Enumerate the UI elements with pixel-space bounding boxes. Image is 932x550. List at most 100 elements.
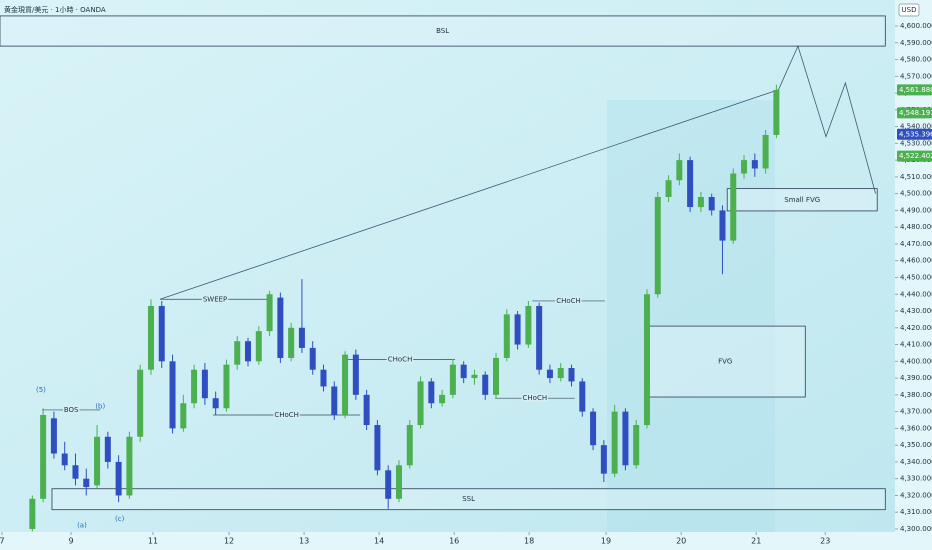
zone-label: FVG bbox=[718, 358, 732, 366]
trendline bbox=[159, 89, 779, 300]
level-label: CHoCH bbox=[274, 411, 299, 419]
candle-body bbox=[741, 160, 748, 174]
candle-body bbox=[234, 341, 241, 365]
candle-body bbox=[525, 305, 532, 345]
candle-body bbox=[514, 314, 521, 345]
candle-body bbox=[288, 327, 295, 358]
candle-body bbox=[50, 418, 57, 454]
candle-body bbox=[191, 369, 198, 404]
y-tick-label: 4,580.000 bbox=[900, 56, 932, 64]
candle-body bbox=[212, 398, 219, 409]
y-tick-label: 4,410.000 bbox=[900, 341, 932, 349]
wave-label: (b) bbox=[95, 403, 105, 411]
candle-body bbox=[342, 354, 349, 415]
y-tick-label: 4,360.000 bbox=[900, 424, 932, 432]
candle-body bbox=[536, 305, 543, 370]
candle-body bbox=[503, 314, 510, 358]
level-label: SWEEP bbox=[203, 295, 227, 303]
price-tag bbox=[897, 128, 932, 140]
candle-body bbox=[708, 197, 715, 211]
x-tick-label: 19 bbox=[601, 537, 611, 546]
currency: USD bbox=[902, 6, 917, 14]
x-tick-label: 12 bbox=[224, 537, 234, 546]
y-tick-label: 4,310.000 bbox=[900, 508, 932, 516]
candle-body bbox=[600, 445, 607, 474]
y-tick-label: 4,440.000 bbox=[900, 290, 932, 298]
y-tick-label: 4,600.000 bbox=[900, 22, 932, 30]
candle-body bbox=[385, 470, 392, 499]
candle-body bbox=[460, 364, 467, 379]
candle-body bbox=[654, 197, 661, 295]
candle-body bbox=[83, 478, 90, 488]
x-tick-label: 9 bbox=[69, 537, 74, 546]
price-tag bbox=[897, 84, 932, 96]
candle-body bbox=[352, 354, 359, 395]
candle-body bbox=[94, 436, 101, 486]
x-tick-label: 23 bbox=[820, 537, 830, 546]
price-tag bbox=[897, 107, 932, 119]
candle-body bbox=[762, 134, 769, 169]
candle-body bbox=[687, 160, 694, 208]
price-tag-label: 4,548.191 bbox=[899, 109, 932, 117]
candle-body bbox=[546, 369, 553, 379]
candle-body bbox=[169, 361, 176, 429]
y-tick-label: 4,490.000 bbox=[900, 206, 932, 214]
zone bbox=[0, 15, 886, 47]
y-tick-label: 4,500.000 bbox=[900, 190, 932, 198]
candle-body bbox=[180, 403, 187, 429]
y-tick-label: 4,300.000 bbox=[900, 525, 932, 533]
candle-body bbox=[104, 436, 111, 462]
y-tick-label: 4,530.000 bbox=[900, 139, 932, 147]
candle-body bbox=[115, 461, 122, 496]
y-tick-label: 4,320.000 bbox=[900, 491, 932, 499]
candle-body bbox=[482, 374, 489, 395]
candle-body bbox=[147, 305, 154, 370]
level-label: CHoCH bbox=[388, 356, 413, 364]
zone bbox=[51, 488, 886, 511]
currency-box[interactable] bbox=[898, 3, 920, 17]
zone bbox=[726, 188, 878, 212]
candle-body bbox=[331, 386, 338, 415]
candle-body bbox=[137, 369, 144, 437]
y-tick-label: 4,380.000 bbox=[900, 391, 932, 399]
candle-body bbox=[417, 381, 424, 426]
candle-body bbox=[255, 331, 262, 362]
projection bbox=[778, 44, 876, 194]
y-tick-label: 4,450.000 bbox=[900, 273, 932, 281]
price-tag bbox=[897, 150, 932, 162]
candle-body bbox=[676, 160, 683, 181]
y-tick-label: 4,400.000 bbox=[900, 357, 932, 365]
candle-body bbox=[665, 180, 672, 198]
y-tick-label: 4,330.000 bbox=[900, 475, 932, 483]
candle-body bbox=[201, 369, 208, 399]
y-tick-label: 4,540.000 bbox=[900, 123, 932, 131]
candle-body bbox=[277, 297, 284, 358]
symbol-title: 黄金現貨/美元 · 1小時 · OANDA bbox=[4, 5, 106, 14]
y-tick-label: 4,480.000 bbox=[900, 223, 932, 231]
level-label: CHoCH bbox=[523, 394, 548, 402]
wave-label: (c) bbox=[115, 515, 125, 523]
candle-body bbox=[730, 173, 737, 241]
candle-body bbox=[643, 294, 650, 426]
candle-body bbox=[439, 394, 446, 404]
candle-body bbox=[751, 160, 758, 169]
candle-body bbox=[633, 425, 640, 466]
level-label: BOS bbox=[64, 406, 79, 414]
x-tick-label: 13 bbox=[299, 537, 309, 546]
candle-body bbox=[697, 197, 704, 208]
candle-body bbox=[579, 381, 586, 412]
x-tick-label: 21 bbox=[751, 537, 761, 546]
candle-body bbox=[245, 341, 252, 362]
x-tick-label: 7 bbox=[0, 537, 5, 546]
y-tick-label: 4,390.000 bbox=[900, 374, 932, 382]
candle-body bbox=[29, 498, 36, 529]
candle-body bbox=[406, 425, 413, 466]
zone-label: BSL bbox=[436, 27, 449, 35]
candle-body bbox=[298, 327, 305, 348]
candle-body bbox=[320, 369, 327, 387]
candle-body bbox=[557, 368, 564, 379]
y-tick-label: 4,570.000 bbox=[900, 72, 932, 80]
x-tick-label: 14 bbox=[374, 537, 384, 546]
x-tick-label: 16 bbox=[449, 537, 459, 546]
price-tag-label: 4,522.402 bbox=[899, 152, 932, 160]
